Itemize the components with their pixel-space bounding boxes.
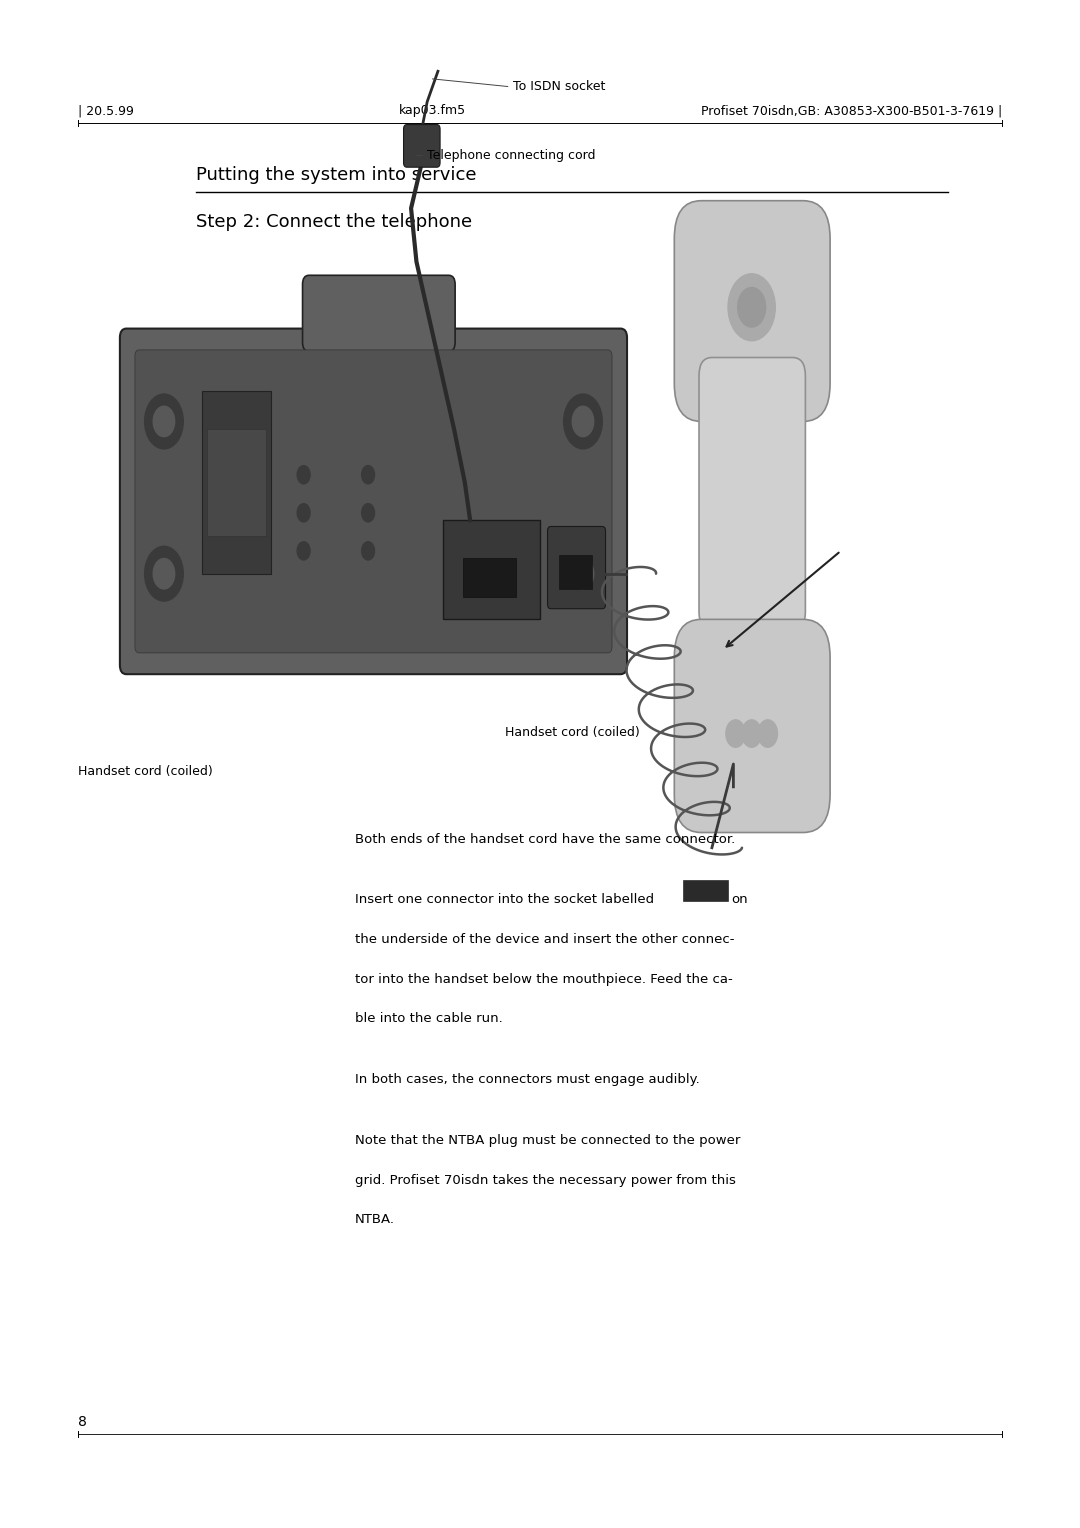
FancyBboxPatch shape	[302, 275, 455, 351]
Text: Note that the NTBA plug must be connected to the power: Note that the NTBA plug must be connecte…	[355, 1134, 741, 1148]
FancyBboxPatch shape	[120, 329, 627, 674]
FancyBboxPatch shape	[135, 350, 612, 652]
FancyBboxPatch shape	[548, 527, 606, 608]
Text: In both cases, the connectors must engage audibly.: In both cases, the connectors must engag…	[355, 1073, 700, 1086]
FancyBboxPatch shape	[559, 555, 592, 588]
Circle shape	[232, 542, 245, 559]
FancyBboxPatch shape	[202, 391, 271, 573]
Circle shape	[297, 504, 310, 523]
Text: Both ends of the handset cord have the same connector.: Both ends of the handset cord have the s…	[355, 833, 735, 845]
Circle shape	[742, 720, 761, 747]
Text: Handset cord (coiled): Handset cord (coiled)	[78, 766, 213, 778]
Text: kap03.fm5: kap03.fm5	[399, 104, 467, 118]
Circle shape	[145, 394, 184, 449]
Text: ble into the cable run.: ble into the cable run.	[355, 1012, 503, 1025]
Text: the underside of the device and insert the other connec-: the underside of the device and insert t…	[355, 934, 734, 946]
Circle shape	[362, 542, 375, 559]
Circle shape	[232, 466, 245, 484]
FancyBboxPatch shape	[674, 619, 831, 833]
FancyBboxPatch shape	[404, 125, 440, 167]
FancyBboxPatch shape	[462, 558, 516, 596]
Text: Putting the system into service: Putting the system into service	[197, 167, 476, 183]
Circle shape	[362, 466, 375, 484]
Circle shape	[572, 558, 594, 588]
Circle shape	[564, 547, 603, 601]
FancyBboxPatch shape	[674, 200, 831, 422]
Text: Insert one connector into the socket labelled: Insert one connector into the socket lab…	[355, 894, 654, 906]
Circle shape	[572, 406, 594, 437]
FancyBboxPatch shape	[207, 429, 266, 536]
Text: Profiset 70isdn,GB: A30853-X300-B501-3-7619 |: Profiset 70isdn,GB: A30853-X300-B501-3-7…	[701, 104, 1002, 118]
Circle shape	[758, 720, 778, 747]
Text: tor into the handset below the mouthpiece. Feed the ca-: tor into the handset below the mouthpiec…	[355, 973, 733, 986]
Text: | 20.5.99: | 20.5.99	[78, 104, 134, 118]
Circle shape	[726, 720, 745, 747]
FancyBboxPatch shape	[683, 880, 728, 902]
Text: To ISDN socket: To ISDN socket	[513, 79, 606, 93]
Circle shape	[232, 504, 245, 523]
Text: grid. Profiset 70isdn takes the necessary power from this: grid. Profiset 70isdn takes the necessar…	[355, 1174, 737, 1187]
Text: Step 2: Connect the telephone: Step 2: Connect the telephone	[197, 212, 472, 231]
Text: Telephone connecting cord: Telephone connecting cord	[428, 148, 596, 162]
Circle shape	[738, 287, 766, 327]
FancyBboxPatch shape	[699, 358, 806, 630]
Text: Handset cord (coiled): Handset cord (coiled)	[504, 726, 639, 740]
Text: on: on	[731, 894, 747, 906]
FancyBboxPatch shape	[443, 521, 540, 619]
Circle shape	[362, 504, 375, 523]
Text: 8: 8	[78, 1415, 86, 1429]
Text: NTBA.: NTBA.	[355, 1213, 395, 1225]
Circle shape	[145, 547, 184, 601]
Circle shape	[297, 542, 310, 559]
Circle shape	[153, 406, 175, 437]
Circle shape	[564, 394, 603, 449]
Circle shape	[728, 274, 775, 341]
Circle shape	[297, 466, 310, 484]
Circle shape	[153, 558, 175, 588]
